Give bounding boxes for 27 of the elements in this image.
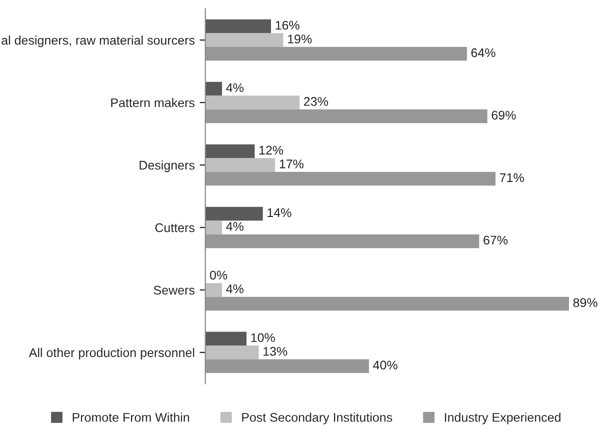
y-tick-label: Designers — [140, 160, 194, 172]
y-tick-label: Sewers — [154, 286, 194, 295]
data-label: 14% — [268, 208, 292, 218]
data-label: 0% — [210, 270, 228, 280]
data-label: 40% — [373, 360, 398, 370]
data-label: 19% — [288, 34, 312, 44]
y-tick-label: All other production personnel — [28, 348, 194, 360]
data-label: 67% — [484, 236, 508, 245]
data-label: 17% — [280, 160, 304, 168]
legend-label: Industry Experienced — [444, 412, 560, 424]
data-label: 16% — [276, 20, 300, 30]
y-tick-label: Cutters — [155, 223, 194, 232]
y-tick-label: Pattern makers — [111, 98, 194, 108]
data-label: 12% — [259, 146, 284, 155]
data-label: 10% — [251, 333, 275, 342]
legend-label: Post Secondary Institutions — [242, 412, 392, 424]
data-label: 71% — [500, 173, 524, 182]
data-label: 4% — [226, 83, 244, 92]
data-label: 69% — [492, 110, 516, 120]
data-label: 4% — [226, 222, 244, 231]
y-tick-label: al designers, raw material sourcers — [2, 36, 194, 48]
data-label: 4% — [226, 284, 244, 294]
data-label: 23% — [304, 97, 328, 106]
data-label: 89% — [573, 298, 598, 308]
data-label: 64% — [471, 48, 496, 58]
data-label: 13% — [264, 346, 288, 356]
legend-label: Promote From Within — [72, 412, 190, 422]
